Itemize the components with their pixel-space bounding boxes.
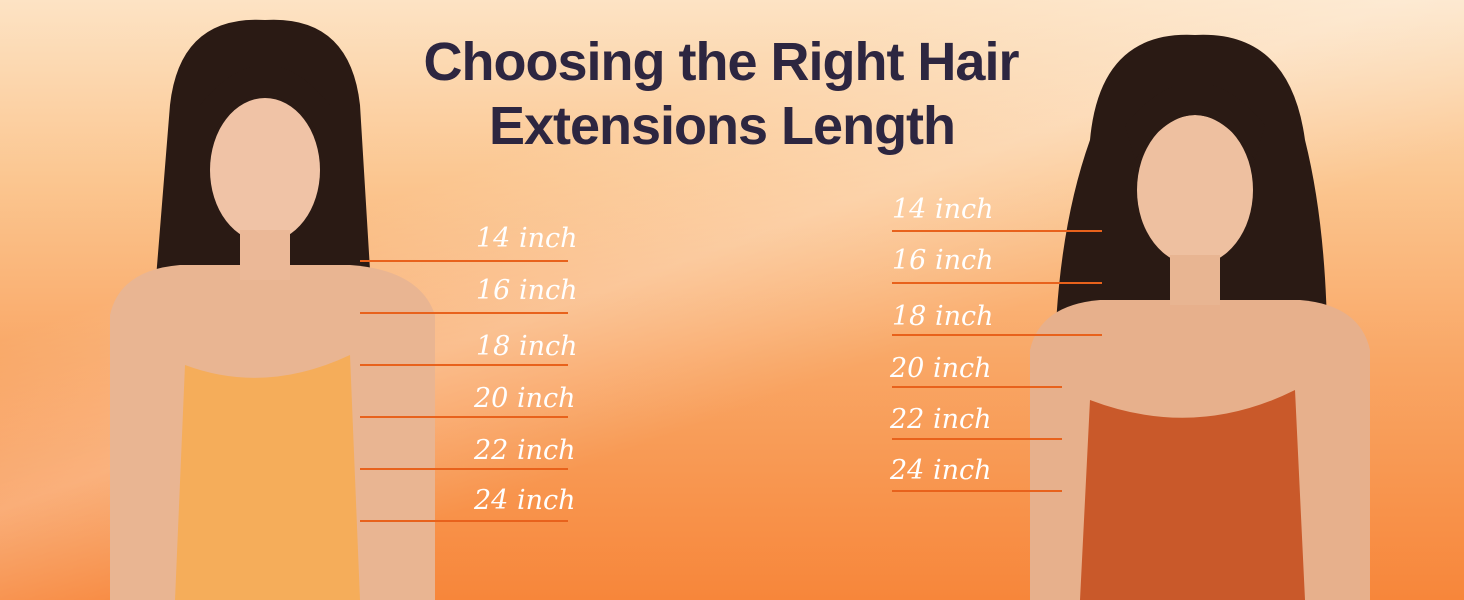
right-marker-14 — [892, 230, 1102, 232]
left-label-22: 22 inch — [474, 435, 576, 466]
title-line-2: Extensions Length — [488, 96, 956, 156]
right-label-20: 20 inch — [890, 353, 992, 384]
left-label-18: 18 inch — [476, 331, 578, 362]
right-label-22: 22 inch — [890, 404, 992, 435]
right-model-image — [1030, 34, 1370, 600]
right-marker-18 — [892, 334, 1102, 336]
left-marker-22 — [360, 468, 568, 470]
left-model-image — [110, 19, 435, 600]
left-marker-18 — [360, 364, 568, 366]
title-line-1: Choosing the Right Hair — [423, 32, 1020, 92]
left-label-14: 14 inch — [476, 223, 578, 254]
right-marker-20 — [892, 386, 1062, 388]
page-title: Choosing the Right Hair Extensions Lengt… — [0, 30, 1464, 158]
right-marker-16 — [892, 282, 1102, 284]
left-label-16: 16 inch — [476, 275, 578, 306]
left-label-24: 24 inch — [474, 485, 576, 516]
right-marker-24 — [892, 490, 1062, 492]
left-marker-24 — [360, 520, 568, 522]
left-marker-14 — [360, 260, 568, 262]
left-marker-16 — [360, 312, 568, 314]
left-label-20: 20 inch — [474, 383, 576, 414]
right-label-24: 24 inch — [890, 455, 992, 486]
right-marker-22 — [892, 438, 1062, 440]
right-label-16: 16 inch — [892, 245, 994, 276]
left-marker-20 — [360, 416, 568, 418]
right-label-18: 18 inch — [892, 301, 994, 332]
right-label-14: 14 inch — [892, 194, 994, 225]
